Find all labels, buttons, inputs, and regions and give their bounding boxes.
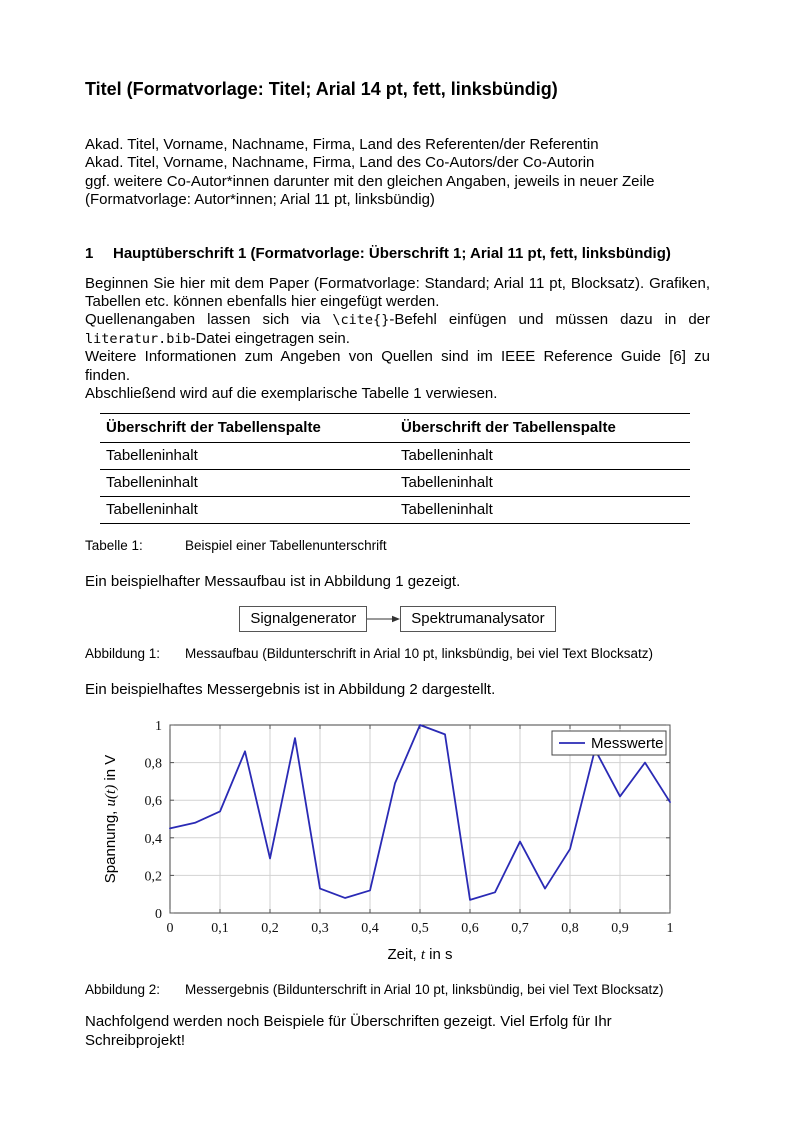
x-tick-label: 0,3 — [311, 921, 329, 936]
figure2-caption: Abbildung 2: Messergebnis (Bildunterschr… — [85, 981, 710, 998]
table-cell: Tabelleninhalt — [401, 501, 493, 519]
table-header-cell: Überschrift der Tabellenspalte — [100, 413, 395, 444]
section-title: Hauptüberschrift 1 (Formatvorlage: Übers… — [113, 244, 671, 262]
author-line: ggf. weitere Co-Autor*innen darunter mit… — [85, 172, 655, 190]
figure2-intro-text: Ein beispielhaftes Messergebnis ist in A… — [85, 680, 496, 698]
table-row: Tabelleninhalt Tabelleninhalt — [100, 442, 690, 471]
line-chart: 0 0,1 0,2 0,3 0,4 0,5 0,6 0,7 0,8 0,9 1 0 0,2 0,4 0,6 0… — [102, 719, 674, 963]
table-cell: Tabelleninhalt — [100, 469, 395, 498]
legend-entry-label: Messwerte — [591, 735, 664, 752]
figure2-caption-label: Abbildung 2: — [85, 982, 161, 998]
author-line: Akad. Titel, Vorname, Nachname, Firma, L… — [85, 136, 599, 153]
section-number: 1 — [85, 244, 94, 262]
table-row: Tabelleninhalt Tabelleninhalt — [100, 497, 690, 524]
author-line: Akad. Titel, Vorname, Nachname, Firma, L… — [85, 154, 595, 172]
table-caption-label: Tabelle 1: — [85, 538, 143, 554]
x-axis-label: Zeit, t in s — [387, 946, 452, 963]
figure1-caption-text: Messaufbau (Bildunterschrift in Arial 10… — [185, 645, 653, 661]
cite-command-code: \cite{} — [332, 312, 390, 329]
x-tick-label: 0,5 — [411, 921, 429, 936]
table-cell: Tabelleninhalt — [100, 442, 395, 471]
table-caption-text: Beispiel einer Tabellenunterschrift — [185, 538, 387, 554]
measurement-data-line — [169, 724, 671, 902]
example-table: Überschrift der Tabellenspalte Überschri… — [100, 413, 690, 525]
table-cell: Tabelleninhalt — [395, 442, 690, 471]
chart-tick-labels: 0 0,1 0,2 0,3 0,4 0,5 0,6 0,7 0,8 0,9 1 0 0,2 0,4 0,6 0… — [145, 719, 674, 936]
x-tick-label: 0,7 — [511, 921, 529, 936]
x-tick-label: 0,1 — [211, 921, 229, 936]
author-line: (Formatvorlage: Autor*innen; Arial 11 pt… — [85, 191, 435, 209]
y-tick-label: 0 — [155, 907, 162, 922]
closing-paragraph: Nachfolgend werden noch Beispiele für Üb… — [85, 1013, 612, 1049]
y-tick-label: 1 — [155, 719, 162, 734]
paragraph-line: Beginnen Sie hier mit dem Paper (Formatv… — [85, 274, 710, 311]
y-axis-label: Spannung, u(t) in V — [102, 755, 119, 883]
paragraph-line: Quellenangaben lassen sich via \cite{}-B… — [85, 311, 710, 348]
x-tick-label: 0,4 — [361, 921, 379, 936]
document-title: Titel (Formatvorlage: Titel; Arial 14 pt… — [85, 79, 558, 99]
figure2-caption-text: Messergebnis (Bildunterschrift in Arial … — [185, 982, 664, 998]
paragraph-text: Quellenangaben lassen sich via — [85, 311, 333, 329]
bib-file-code: literatur.bib — [85, 330, 191, 347]
paragraph-text: -Befehl einfügen und müssen dazu in der — [389, 311, 710, 329]
x-tick-label: 0,9 — [611, 921, 629, 936]
y-tick-label: 0,6 — [145, 794, 163, 809]
measurement-chart-figure: 0 0,1 0,2 0,3 0,4 0,5 0,6 0,7 0,8 0,9 1 0 0,2 0,4 0,6 0… — [85, 716, 710, 968]
x-tick-label: 1 — [667, 921, 674, 936]
paragraph-line: Abschließend wird auf die exemplarische … — [85, 385, 498, 403]
measurement-setup-diagram: Signalgenerator Spektrumanalysator — [85, 605, 710, 632]
table-header-row: Überschrift der Tabellenspalte Überschri… — [100, 413, 690, 444]
table-header-cell: Überschrift der Tabellenspalte — [395, 413, 690, 444]
x-tick-label: 0,8 — [561, 921, 579, 936]
figure1-caption: Abbildung 1: Messaufbau (Bildunterschrif… — [85, 645, 710, 662]
spectrum-analyzer-box: Spektrumanalysator — [400, 605, 556, 632]
page-content: Titel (Formatvorlage: Titel; Arial 14 pt… — [85, 78, 710, 1050]
arrow-right-icon — [367, 615, 401, 623]
x-tick-label: 0,6 — [461, 921, 479, 936]
figure1-caption-label: Abbildung 1: — [85, 645, 161, 661]
x-tick-label: 0 — [167, 921, 174, 936]
section-heading: 1 Hauptüberschrift 1 (Formatvorlage: Übe… — [85, 245, 710, 262]
y-tick-label: 0,4 — [145, 832, 163, 847]
table-caption: Tabelle 1: Beispiel einer Tabellenunters… — [85, 537, 710, 554]
chart-data-series — [169, 724, 671, 902]
table-cell: Tabelleninhalt — [395, 469, 690, 498]
paragraph-line: Weitere Informationen zum Angeben von Qu… — [85, 348, 710, 384]
y-tick-label: 0,8 — [145, 757, 163, 772]
table-cell: Tabelleninhalt — [106, 501, 198, 519]
body-paragraph: Beginnen Sie hier mit dem Paper (Formatv… — [85, 275, 710, 404]
paragraph-text: -Datei eingetragen sein. — [190, 329, 350, 347]
y-tick-label: 0,2 — [145, 870, 163, 885]
author-block: Akad. Titel, Vorname, Nachname, Firma, L… — [85, 136, 710, 210]
chart-gridlines — [170, 725, 670, 914]
table-row: Tabelleninhalt Tabelleninhalt — [100, 469, 690, 498]
signal-generator-box: Signalgenerator — [239, 605, 368, 632]
figure1-intro-text: Ein beispielhafter Messaufbau ist in Abb… — [85, 573, 461, 591]
chart-legend: Messwerte — [551, 730, 667, 756]
x-tick-label: 0,2 — [261, 921, 279, 936]
